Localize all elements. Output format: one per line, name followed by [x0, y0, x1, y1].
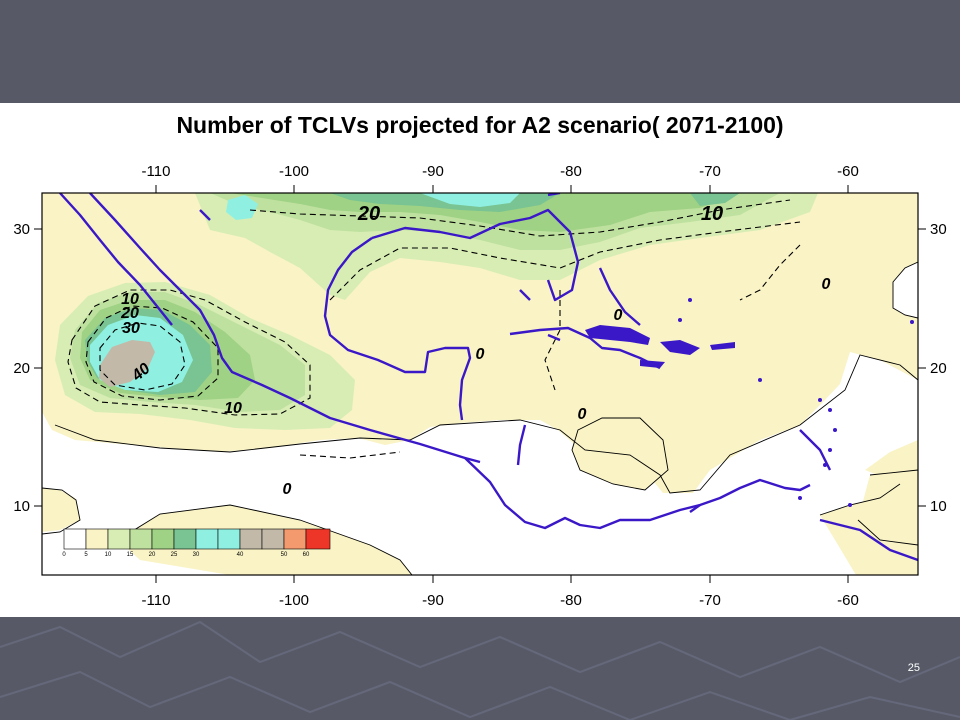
contour-band-0-5 — [42, 193, 918, 575]
top-lon-tick-label: -60 — [837, 163, 859, 180]
colorbar-swatch — [151, 528, 175, 550]
coastline-islands — [585, 298, 914, 507]
contour-label: 0 — [614, 307, 623, 324]
contour-band-15-20 — [230, 193, 740, 232]
slide-header-band — [0, 0, 960, 103]
top-lon-tick-label: -80 — [560, 163, 582, 180]
bottom-lon-tick-label: -70 — [699, 592, 721, 609]
colorbar-label: 25 — [171, 552, 178, 558]
footer-decoration — [0, 620, 960, 720]
colorbar-swatch — [239, 528, 263, 550]
colorbar-label: 40 — [237, 552, 244, 558]
contour-label: 10 — [121, 291, 139, 308]
colorbar-label: 60 — [303, 552, 310, 558]
contour-band-0-5-islands — [572, 418, 918, 545]
contour-band-20-25 — [330, 193, 740, 212]
top-lon-tick-label: -90 — [422, 163, 444, 180]
figure-title: Number of TCLVs projected for A2 scenari… — [176, 112, 784, 138]
colorbar-swatch — [305, 528, 331, 550]
slide-number: 25 — [907, 662, 920, 674]
bottom-lon-tick-label: -110 — [142, 592, 171, 609]
side-axis-ticks — [34, 228, 926, 507]
contour-label: 0 — [283, 481, 292, 498]
colorbar-swatch — [129, 528, 153, 550]
colorbar-swatch — [217, 528, 241, 550]
contour-label: 0 — [476, 346, 485, 363]
colorbar-swatch — [85, 528, 109, 550]
colorbar-legend: 0 5 10 15 20 25 30 40 50 60 — [62, 528, 331, 558]
contour-label: 20 — [120, 305, 139, 322]
colorbar-swatch — [261, 528, 285, 550]
map-frame-border — [41, 192, 919, 576]
top-axis-ticks — [155, 185, 849, 193]
bottom-lon-tick-label: -60 — [837, 592, 859, 609]
contour-label: 10 — [701, 203, 723, 225]
colorbar-swatch — [173, 528, 197, 550]
bottom-lon-tick-label: -80 — [560, 592, 582, 609]
colorbar-label: 50 — [281, 552, 288, 558]
colorbar-label: 15 — [127, 552, 134, 558]
colorbar-swatch — [283, 528, 307, 550]
right-lat-tick-label: 30 — [930, 221, 947, 238]
left-lat-tick-label: 20 — [13, 360, 30, 377]
top-lon-tick-label: -100 — [279, 163, 309, 180]
left-lat-tick-label: 30 — [13, 221, 30, 238]
dashed-contour-lines — [67, 199, 801, 459]
contour-label: 0 — [578, 406, 587, 423]
colorbar-label: 0 — [62, 552, 66, 558]
colorbar-label: 20 — [149, 552, 156, 558]
top-lon-tick-label: -70 — [699, 163, 721, 180]
colorbar-swatch — [107, 528, 131, 550]
contour-label: 20 — [357, 203, 380, 225]
contour-band-40-50-core — [99, 340, 155, 387]
right-lat-tick-label: 20 — [930, 360, 947, 377]
contour-band-25-30 — [226, 193, 520, 220]
contour-label: 10 — [224, 400, 242, 417]
right-lat-tick-label: 10 — [930, 498, 947, 515]
left-lat-tick-label: 10 — [13, 498, 30, 515]
colorbar-label: 30 — [193, 552, 200, 558]
top-lon-tick-label: -110 — [142, 163, 171, 180]
slide-footer-band — [0, 617, 960, 720]
colorbar-label: 10 — [105, 552, 112, 558]
coastline — [59, 193, 918, 562]
solid-contour-lines — [42, 261, 918, 575]
contour-label: 30 — [122, 320, 140, 337]
colorbar-swatch — [195, 528, 219, 550]
colorbar-swatch — [63, 528, 87, 550]
bottom-lon-tick-label: -100 — [279, 592, 309, 609]
bottom-lon-tick-label: -90 — [422, 592, 444, 609]
colorbar-label: 5 — [84, 552, 88, 558]
bottom-axis-ticks — [155, 575, 849, 583]
contour-label: 0 — [822, 276, 831, 293]
